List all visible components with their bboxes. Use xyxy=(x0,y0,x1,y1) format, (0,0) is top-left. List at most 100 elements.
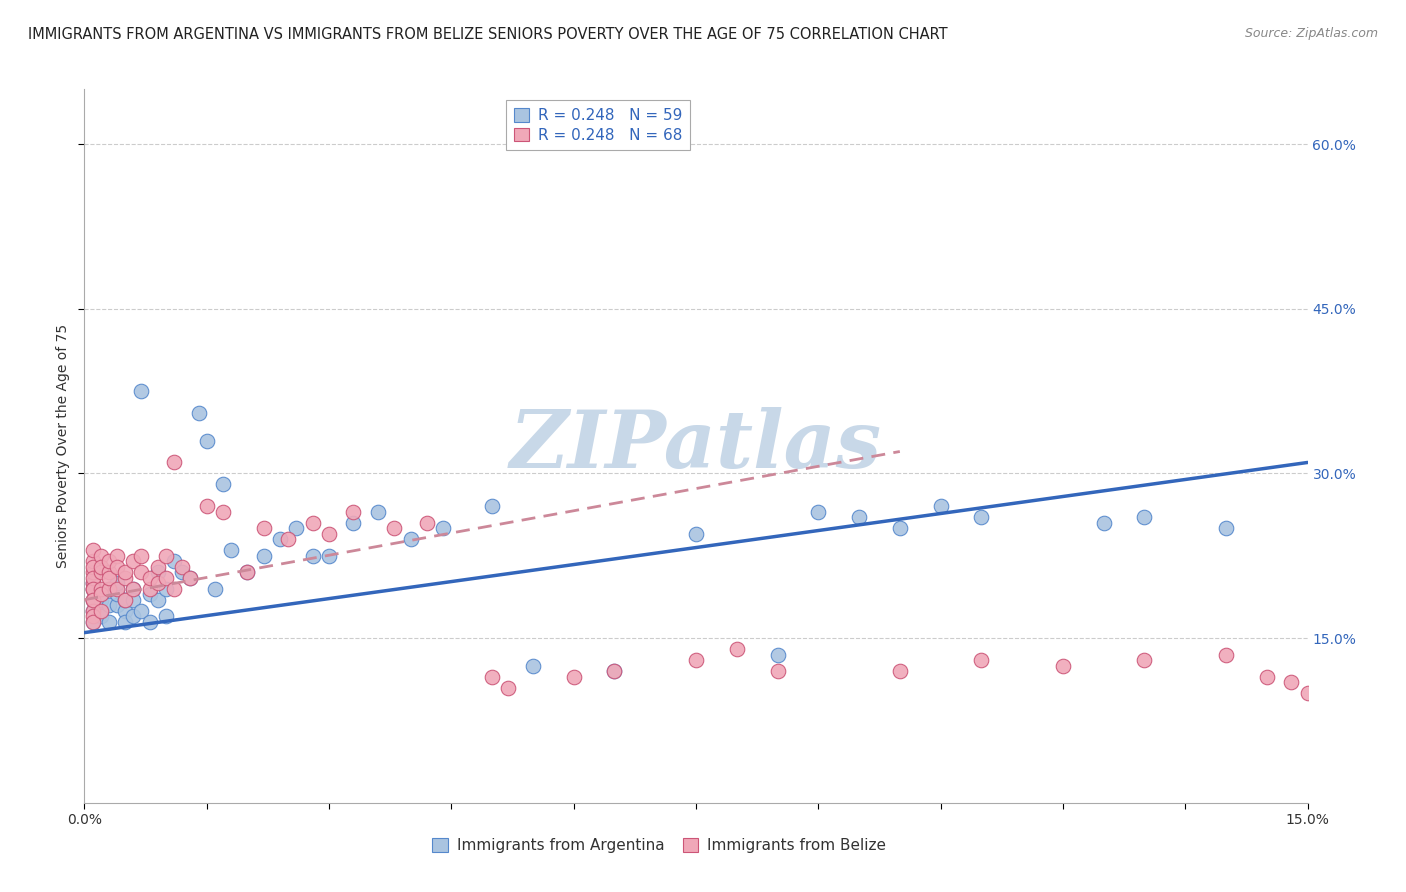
Point xyxy=(970,653,993,667)
Point xyxy=(114,592,136,607)
Point xyxy=(105,587,128,601)
Point xyxy=(163,455,186,469)
Point xyxy=(1215,521,1237,535)
Point xyxy=(122,609,145,624)
Point xyxy=(114,566,136,580)
Point xyxy=(82,543,104,558)
Point xyxy=(105,598,128,612)
Point xyxy=(82,576,104,591)
Point xyxy=(432,521,454,535)
Point xyxy=(889,664,911,678)
Point xyxy=(146,576,169,591)
Point xyxy=(90,549,112,563)
Point xyxy=(82,609,104,624)
Point xyxy=(367,505,389,519)
Point xyxy=(342,505,364,519)
Point xyxy=(82,576,104,591)
Point xyxy=(97,615,120,629)
Point xyxy=(1256,669,1278,683)
Point xyxy=(212,477,235,491)
Point xyxy=(1052,658,1074,673)
Point xyxy=(1279,675,1302,690)
Point xyxy=(122,592,145,607)
Point xyxy=(562,669,585,683)
Point xyxy=(82,582,104,596)
Point xyxy=(82,604,104,618)
Point xyxy=(163,554,186,568)
Point xyxy=(187,406,209,420)
Point xyxy=(90,587,112,601)
Point xyxy=(301,549,323,563)
Point xyxy=(82,615,104,629)
Point xyxy=(82,615,104,629)
Point xyxy=(236,566,259,580)
Point xyxy=(318,549,340,563)
Point xyxy=(416,516,439,530)
Point xyxy=(97,571,120,585)
Point xyxy=(82,592,104,607)
Point xyxy=(277,533,299,547)
Point xyxy=(105,576,128,591)
Point xyxy=(498,681,520,695)
Point xyxy=(97,582,120,596)
Point xyxy=(122,554,145,568)
Point xyxy=(204,582,226,596)
Point xyxy=(399,533,422,547)
Point xyxy=(685,526,707,541)
Point xyxy=(114,571,136,585)
Point xyxy=(269,533,291,547)
Point xyxy=(138,587,160,601)
Point xyxy=(105,549,128,563)
Point xyxy=(1215,648,1237,662)
Point xyxy=(807,505,830,519)
Point xyxy=(90,592,112,607)
Text: ZIPatlas: ZIPatlas xyxy=(510,408,882,484)
Point xyxy=(155,609,177,624)
Y-axis label: Seniors Poverty Over the Age of 75: Seniors Poverty Over the Age of 75 xyxy=(56,324,70,568)
Point xyxy=(970,510,993,524)
Point xyxy=(146,559,169,574)
Point xyxy=(253,521,276,535)
Point xyxy=(163,582,186,596)
Point xyxy=(114,615,136,629)
Point xyxy=(1133,653,1156,667)
Point xyxy=(929,500,952,514)
Point xyxy=(172,559,194,574)
Point xyxy=(97,566,120,580)
Point xyxy=(138,571,160,585)
Point xyxy=(138,582,160,596)
Point xyxy=(301,516,323,530)
Point xyxy=(155,571,177,585)
Point xyxy=(195,434,218,448)
Point xyxy=(105,559,128,574)
Point xyxy=(236,566,259,580)
Point xyxy=(342,516,364,530)
Point xyxy=(82,592,104,607)
Point xyxy=(82,582,104,596)
Point xyxy=(212,505,235,519)
Text: IMMIGRANTS FROM ARGENTINA VS IMMIGRANTS FROM BELIZE SENIORS POVERTY OVER THE AGE: IMMIGRANTS FROM ARGENTINA VS IMMIGRANTS … xyxy=(28,27,948,42)
Point xyxy=(219,543,242,558)
Point xyxy=(766,664,789,678)
Point xyxy=(105,582,128,596)
Point xyxy=(848,510,870,524)
Point xyxy=(90,604,112,618)
Point xyxy=(90,559,112,574)
Point xyxy=(114,604,136,618)
Point xyxy=(889,521,911,535)
Point xyxy=(138,615,160,629)
Point xyxy=(522,658,544,673)
Point xyxy=(179,571,201,585)
Point xyxy=(114,592,136,607)
Point xyxy=(603,664,626,678)
Point xyxy=(131,549,153,563)
Point xyxy=(122,582,145,596)
Point xyxy=(195,500,218,514)
Point xyxy=(82,571,104,585)
Point xyxy=(82,604,104,618)
Point xyxy=(90,566,112,580)
Point xyxy=(131,604,153,618)
Point xyxy=(146,566,169,580)
Point xyxy=(481,669,503,683)
Point xyxy=(155,582,177,596)
